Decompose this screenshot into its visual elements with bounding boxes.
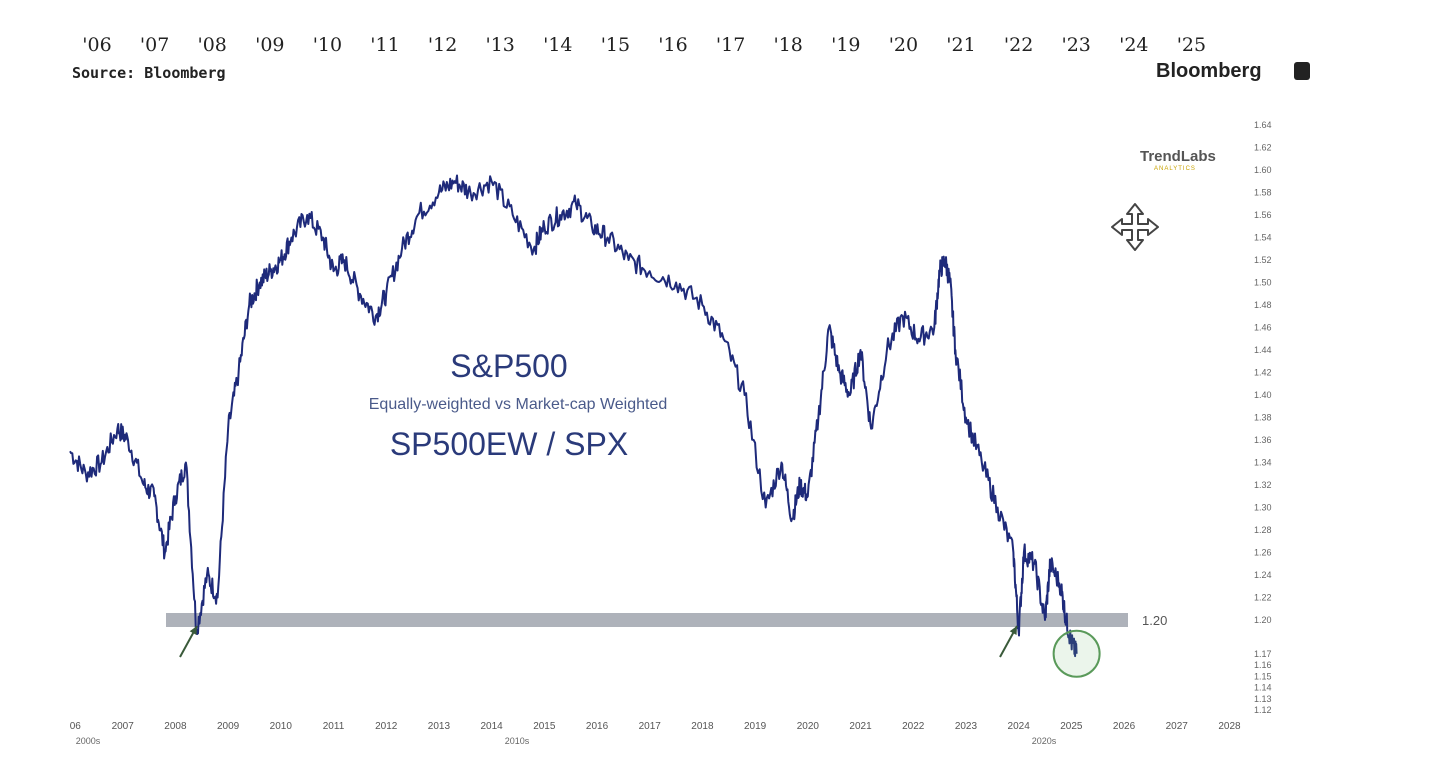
bloomberg-logo: Bloomberg	[1156, 60, 1262, 82]
y-tick-label: 1.60	[1254, 165, 1272, 175]
y-tick-label: 1.14	[1254, 683, 1272, 693]
y-tick-label: 1.26	[1254, 548, 1272, 558]
y-tick-label: 1.56	[1254, 210, 1272, 220]
y-tick-label: 1.38	[1254, 413, 1272, 423]
x-tick-label: 2024	[1008, 721, 1031, 732]
x-tick-label: 2023	[955, 721, 978, 732]
top-axis-tick: '10	[312, 34, 343, 56]
y-tick-label: 1.42	[1254, 368, 1272, 378]
top-axis-tick: '18	[773, 34, 803, 56]
y-tick-label: 1.54	[1254, 233, 1272, 243]
x-tick-label: 2012	[375, 721, 398, 732]
x-tick-label: 2011	[323, 721, 345, 732]
y-tick-label: 1.52	[1254, 255, 1272, 265]
top-axis-tick: '06	[82, 34, 112, 56]
top-axis-tick: '19	[831, 34, 861, 56]
top-year-axis: '06 '07 '08 '09 '10 '11 '12 '13 '14 '15 '16 '17 '18 '…	[0, 0, 1430, 62]
top-axis-tick: '25	[1176, 34, 1207, 56]
arrow-2024-low-head	[1009, 626, 1017, 635]
x-tick-label: 2014	[480, 721, 503, 732]
bloomberg-logo-mark-icon	[1294, 62, 1310, 80]
top-axis-tick: '17	[715, 34, 746, 56]
top-axis-tick: '24	[1119, 34, 1149, 56]
latest-low-circle	[1052, 629, 1101, 678]
x-tick-label: 2009	[217, 721, 240, 732]
y-tick-label: 1.50	[1254, 278, 1272, 288]
y-tick-label: 1.58	[1254, 188, 1272, 198]
chart-title: S&P500	[450, 348, 568, 384]
y-tick-label: 1.17	[1254, 649, 1272, 659]
top-axis-tick: '08	[197, 34, 227, 56]
y-tick-label: 1.12	[1254, 705, 1272, 715]
y-tick-label: 1.40	[1254, 390, 1272, 400]
top-axis-tick: '09	[255, 34, 285, 56]
x-tick-label: 2016	[586, 721, 609, 732]
chart-ticker: SP500EW / SPX	[389, 426, 629, 462]
top-axis-tick: '12	[427, 34, 458, 56]
x-decade-label: 2020s	[1032, 736, 1057, 746]
ratio-series-line	[69, 174, 1078, 658]
y-tick-label: 1.46	[1254, 323, 1272, 333]
x-decade-label: 2000s	[76, 736, 101, 746]
x-tick-label: 2026	[1113, 721, 1136, 732]
x-tick-label: 2008	[164, 721, 187, 732]
x-tick-label: 2019	[744, 721, 767, 732]
support-band	[166, 613, 1128, 627]
y-tick-label: 1.15	[1254, 671, 1272, 681]
x-tick-label: 2010	[270, 721, 293, 732]
arrow-2008-low-head	[189, 626, 197, 635]
trendlabs-tagline: ANALYTICS	[1154, 166, 1196, 172]
x-tick-label: 2027	[1166, 721, 1189, 732]
y-tick-label: 1.48	[1254, 300, 1272, 310]
x-tick-label: 2020	[797, 721, 820, 732]
y-tick-label: 1.64	[1254, 120, 1272, 130]
y-tick-label: 1.22	[1254, 593, 1272, 603]
y-tick-label: 1.16	[1254, 660, 1272, 670]
y-tick-label: 1.34	[1254, 458, 1272, 468]
top-axis-tick: '11	[370, 34, 400, 56]
y-tick-label: 1.13	[1254, 694, 1272, 704]
y-tick-label: 1.62	[1254, 143, 1272, 153]
y-tick-label: 1.24	[1254, 570, 1272, 580]
top-axis-tick: '22	[1003, 34, 1034, 56]
top-axis-tick: '16	[658, 34, 688, 56]
x-tick-label: 2025	[1060, 721, 1083, 732]
top-axis-tick: '14	[543, 34, 573, 56]
chart-subtitle: Equally-weighted vs Market-cap Weighted	[368, 396, 668, 413]
y-tick-label: 1.30	[1254, 503, 1272, 513]
x-tick-label: 2007	[112, 721, 135, 732]
top-axis-tick: '20	[888, 34, 919, 56]
top-axis-tick: '21	[946, 34, 976, 56]
x-tick-label: 2021	[849, 721, 872, 732]
top-axis-tick: '15	[600, 34, 631, 56]
x-tick-label: 2018	[691, 721, 714, 732]
x-tick-label: 2028	[1218, 721, 1241, 732]
y-tick-label: 1.32	[1254, 480, 1272, 490]
top-axis-tick: '13	[485, 34, 515, 56]
move-cursor-icon	[1111, 203, 1159, 251]
y-tick-label: 1.36	[1254, 435, 1272, 445]
x-tick-label: 2013	[428, 721, 451, 732]
x-tick-label: 06	[70, 721, 82, 732]
support-level-label: 1.20	[1142, 613, 1167, 628]
y-tick-label: 1.28	[1254, 525, 1272, 535]
x-tick-label: 2015	[533, 721, 556, 732]
y-tick-label: 1.20	[1254, 615, 1272, 625]
x-tick-label: 2022	[902, 721, 925, 732]
source-label: Source: Bloomberg	[72, 64, 226, 82]
top-axis-tick: '07	[139, 34, 170, 56]
y-tick-label: 1.44	[1254, 345, 1272, 355]
x-tick-label: 2017	[639, 721, 662, 732]
trendlabs-watermark: TrendLabs	[1140, 148, 1216, 165]
top-axis-tick: '23	[1061, 34, 1091, 56]
x-decade-label: 2010s	[505, 736, 530, 746]
